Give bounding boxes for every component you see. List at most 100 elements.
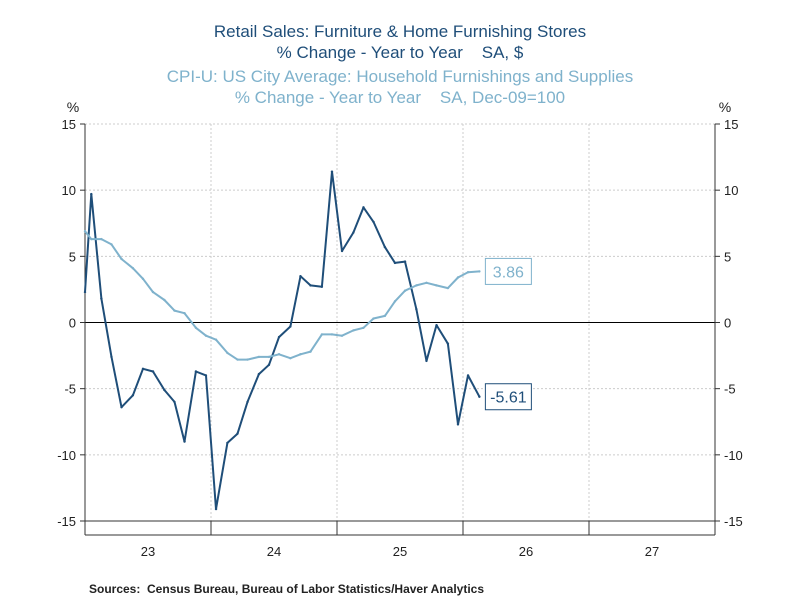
series-2-point xyxy=(194,326,198,329)
y-tick-label-left: -15 xyxy=(57,514,76,529)
series-2-point xyxy=(393,300,397,303)
y-tick-label-left: -10 xyxy=(57,448,76,463)
series-1-point xyxy=(110,355,113,359)
y-tick-label-left: 15 xyxy=(62,117,76,132)
series-1-point xyxy=(204,374,208,377)
series-2-point xyxy=(141,277,145,281)
series-1-point xyxy=(456,423,460,426)
series-1-point xyxy=(415,308,418,311)
series-2-point xyxy=(383,314,387,318)
chart-title-2: CPI-U: US City Average: Household Furnis… xyxy=(166,67,634,86)
y-tick-label-right: 15 xyxy=(724,117,738,132)
series-2-point xyxy=(214,338,218,341)
series-1-point xyxy=(289,325,292,328)
x-tick-label: 24 xyxy=(267,544,281,559)
series-2-point xyxy=(466,271,470,274)
series-1-point xyxy=(372,220,375,224)
series-1-point xyxy=(131,394,135,397)
series-2-point xyxy=(173,309,176,312)
series-1-point xyxy=(267,363,271,367)
series-2-point xyxy=(340,334,344,337)
end-label-2: 3.86 xyxy=(493,264,524,281)
series-2-point xyxy=(372,317,375,320)
series-1-point xyxy=(141,367,145,371)
y-tick-label-right: -5 xyxy=(724,382,736,397)
series-1-point xyxy=(90,192,93,196)
series-2-point xyxy=(435,284,438,287)
end-label-1: -5.61 xyxy=(490,390,527,407)
series-2-point xyxy=(236,358,239,361)
series-2-point xyxy=(352,329,355,332)
series-1-point xyxy=(257,372,261,376)
series-2-point xyxy=(257,355,261,359)
source-note: Sources: Census Bureau, Bureau of Labor … xyxy=(89,582,485,596)
series-1-point xyxy=(478,395,481,398)
series-1-point xyxy=(246,400,249,404)
y-tick-label-right: -15 xyxy=(724,514,743,529)
series-1-point xyxy=(83,290,87,294)
series-2-point xyxy=(246,358,249,361)
series-1-point xyxy=(330,170,334,173)
series-2-point xyxy=(204,334,208,337)
x-tick-label: 27 xyxy=(645,544,659,559)
series-1-point xyxy=(393,261,397,265)
series-2-point xyxy=(90,237,93,241)
end-label-box-2 xyxy=(484,257,532,285)
y-tick-label-left: 5 xyxy=(69,249,76,264)
x-tick-label: 25 xyxy=(393,544,407,559)
series-1-point xyxy=(214,507,218,511)
y-tick-label-right: 5 xyxy=(724,249,731,264)
series-2-point xyxy=(478,270,481,273)
series-1-point xyxy=(226,441,229,445)
y-tick-label-right: 10 xyxy=(724,183,738,198)
series-1-point xyxy=(320,285,324,288)
series-2-point xyxy=(83,229,87,233)
y-tick-label-left: 0 xyxy=(69,316,76,331)
x-tick-label: 23 xyxy=(141,544,155,559)
y-unit-left: % xyxy=(67,99,79,115)
series-2-point xyxy=(330,333,334,336)
x-tick-label: 26 xyxy=(519,544,533,559)
series-2-point xyxy=(362,326,365,329)
series-1-point xyxy=(362,206,365,209)
series-2-point xyxy=(446,286,450,290)
y-tick-label-left: -5 xyxy=(64,382,76,397)
chart-subtitle-1: % Change - Year to Year SA, $ xyxy=(276,43,524,62)
series-1-point xyxy=(299,274,302,278)
series-1-point xyxy=(383,245,387,249)
series-2-point xyxy=(226,351,229,355)
series-2-point xyxy=(425,281,428,284)
y-tick-label-right: -10 xyxy=(724,448,743,463)
series-2-point xyxy=(415,284,418,287)
chart-title-1: Retail Sales: Furniture & Home Furnishin… xyxy=(213,22,587,41)
series-1-point xyxy=(435,323,438,327)
series-1-point xyxy=(277,335,281,339)
series-2-point xyxy=(120,257,123,261)
series-1-point xyxy=(163,388,166,392)
series-2-point xyxy=(289,357,292,360)
series-2-point xyxy=(100,237,103,241)
y-tick-label-left: 10 xyxy=(62,183,76,198)
series-1-point xyxy=(446,342,450,345)
series-2-point xyxy=(163,298,166,302)
y-tick-label-right: 0 xyxy=(724,316,731,331)
series-2-point xyxy=(151,290,155,294)
series-2-point xyxy=(299,353,302,356)
series-2-point xyxy=(403,289,407,292)
series-1-point xyxy=(194,370,198,373)
y-unit-right: % xyxy=(719,99,731,115)
series-1-point xyxy=(183,440,186,443)
series-1-point xyxy=(466,374,470,377)
series-2-point xyxy=(320,333,324,336)
series-1-point xyxy=(120,405,123,409)
series-1-point xyxy=(403,260,407,263)
series-line-1 xyxy=(84,170,481,511)
series-1-point xyxy=(309,284,312,287)
series-1-point xyxy=(151,370,155,373)
series-1-point xyxy=(173,400,176,404)
end-label-box-1 xyxy=(484,383,532,411)
series-2-point xyxy=(267,355,271,359)
series-2-point xyxy=(277,353,281,356)
series-1-point xyxy=(100,297,103,300)
